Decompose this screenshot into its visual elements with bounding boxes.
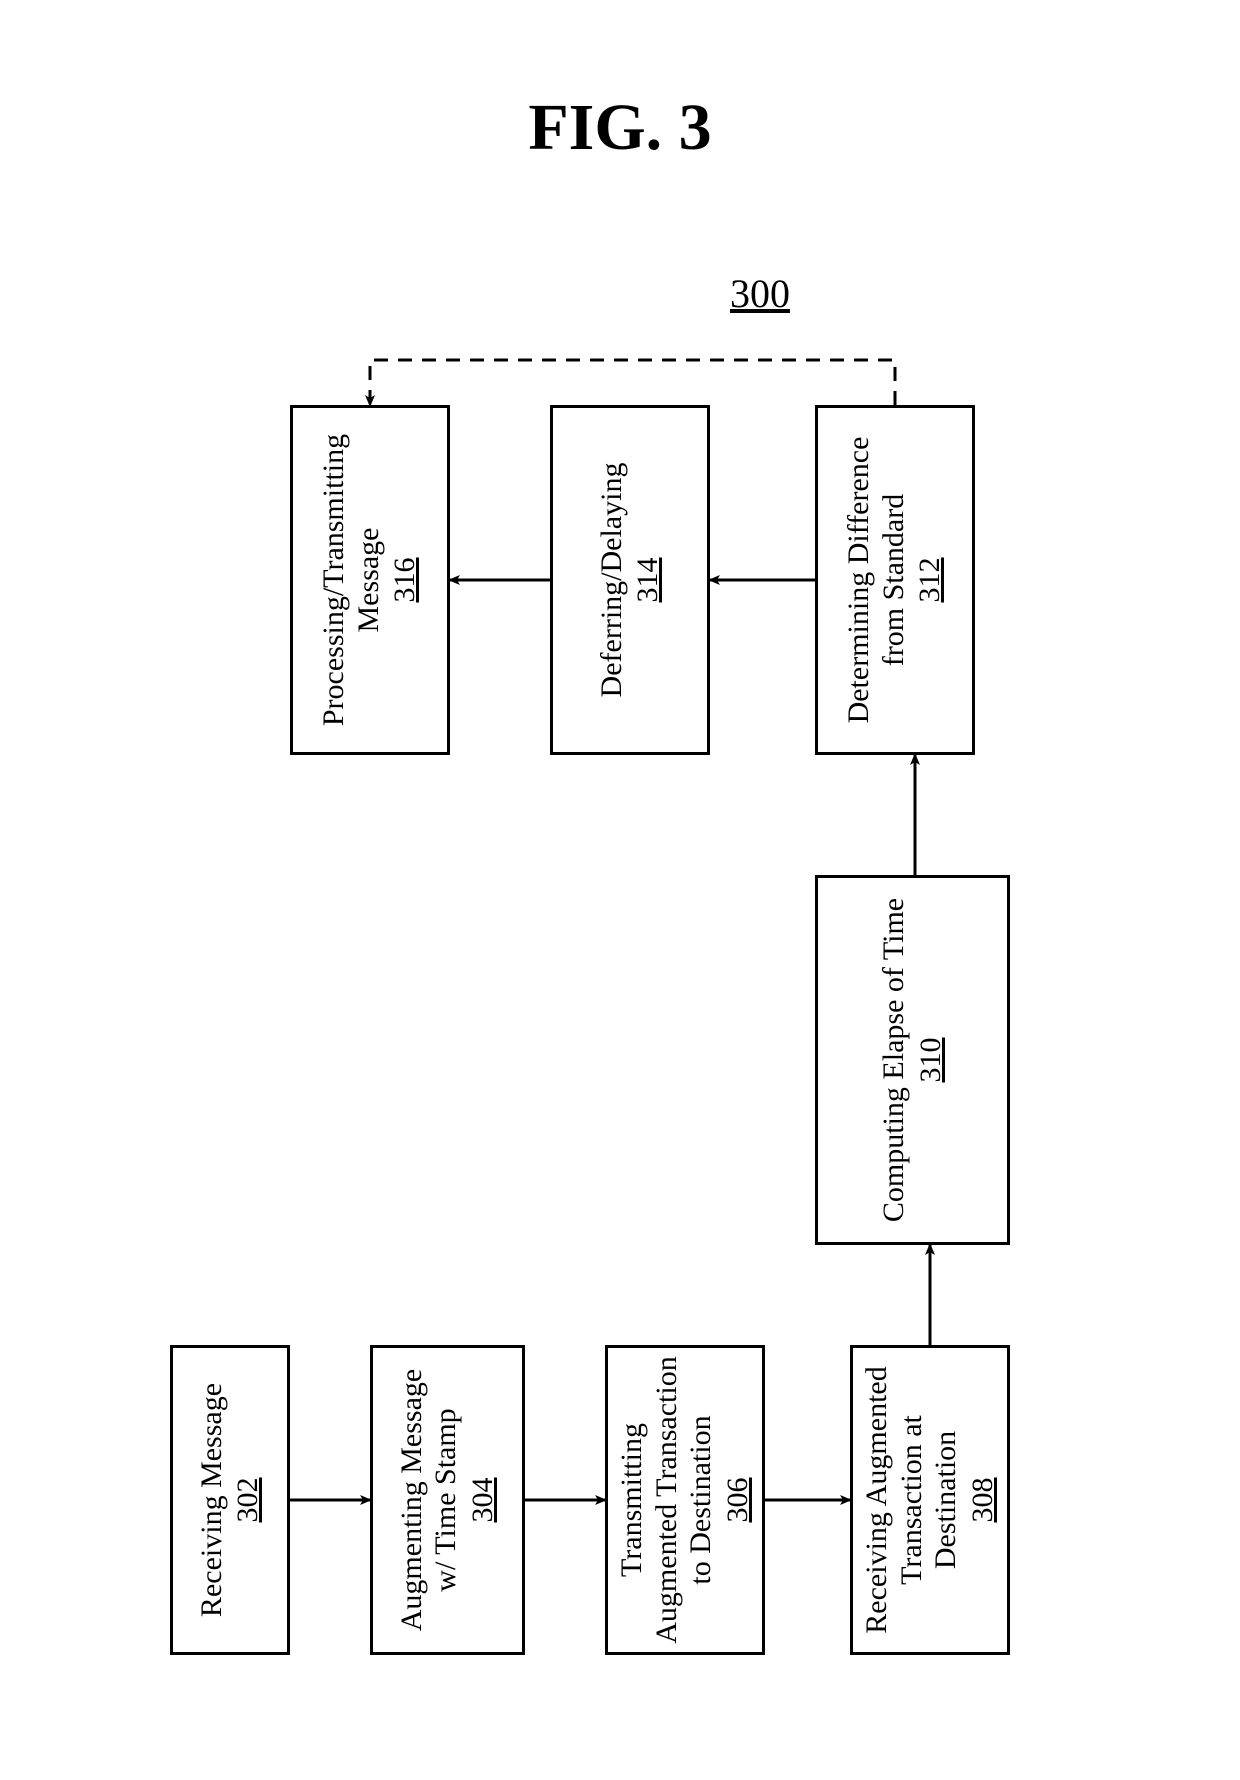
edge-b312-b316 [370,360,895,405]
figure-number: 300 [730,270,790,317]
node-label: Transmitting Augmented Transaction to De… [615,1354,719,1646]
flowchart-node-304: Augmenting Message w/ Time Stamp304 [370,1345,525,1655]
node-ref: 308 [966,1478,1001,1523]
node-ref: 316 [388,558,423,603]
node-ref: 314 [631,558,666,603]
flowchart-node-314: Deferring/Delaying314 [550,405,710,755]
node-label: Augmenting Message w/ Time Stamp [395,1354,464,1646]
flowchart-node-308: Receiving Augmented Transaction at Desti… [850,1345,1010,1655]
node-label: Receiving Augmented Transaction at Desti… [860,1354,964,1646]
node-ref: 312 [913,558,948,603]
flowchart-node-306: Transmitting Augmented Transaction to De… [605,1345,765,1655]
node-label: Deferring/Delaying [595,463,630,698]
node-ref: 302 [231,1478,266,1523]
node-ref: 304 [466,1478,501,1523]
node-label: Computing Elapse of Time [877,898,912,1222]
figure-title: FIG. 3 [475,90,765,166]
node-ref: 310 [914,1038,949,1083]
flowchart-node-302: Receiving Message302 [170,1345,290,1655]
node-label: Receiving Message [195,1383,230,1617]
node-label: Processing/Transmitting Message [317,414,386,746]
flowchart-node-316: Processing/Transmitting Message316 [290,405,450,755]
node-ref: 306 [721,1478,756,1523]
flowchart-node-312: Determining Difference from Standard312 [815,405,975,755]
flowchart-node-310: Computing Elapse of Time310 [815,875,1010,1245]
node-label: Determining Difference from Standard [842,414,911,746]
flowchart-canvas: Receiving Message302 Augmenting Message w… [115,335,1125,1725]
